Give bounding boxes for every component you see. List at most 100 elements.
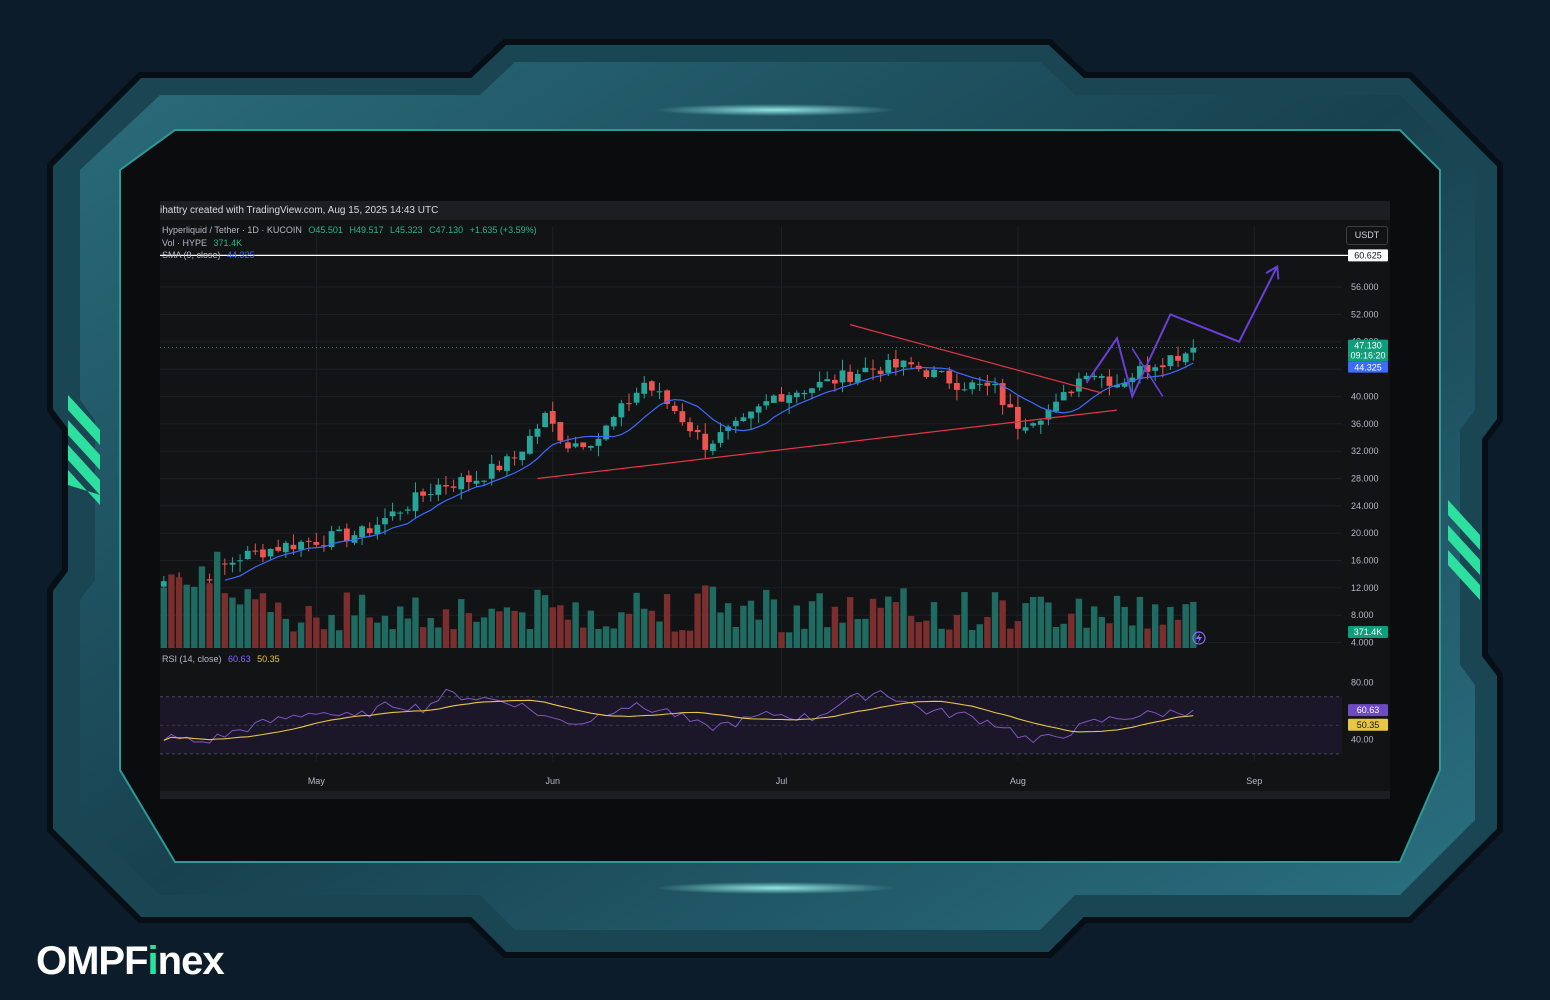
candle-body	[778, 394, 785, 402]
candle-body	[786, 395, 793, 403]
volume-bar	[755, 619, 762, 648]
legend-rsi-label: RSI (14, close)	[162, 654, 222, 664]
volume-bar	[404, 618, 412, 648]
volume-bar	[175, 577, 183, 648]
resistance-badge-text: 60.625	[1354, 250, 1382, 260]
price-chart[interactable]: 56.00052.00048.00044.00040.00036.00032.0…	[160, 201, 1390, 791]
candle-body	[938, 371, 945, 373]
candle-body	[1114, 384, 1120, 388]
volume-bar	[671, 631, 678, 648]
last-price-badge-text: 09:16:20	[1350, 351, 1385, 361]
volume-bar	[724, 603, 732, 648]
volume-bar	[488, 608, 495, 648]
legend-rsi-ma-value: 50.35	[257, 654, 280, 664]
candle-body	[382, 518, 388, 525]
candle-body	[816, 381, 823, 388]
candle-body	[709, 443, 716, 451]
y-tick-label: 52.000	[1351, 309, 1379, 319]
candle-body	[969, 382, 976, 390]
volume-bar	[1098, 616, 1105, 648]
y-tick-label: 16.000	[1351, 556, 1379, 566]
legend-sma-row[interactable]: SMA (9, close) 44.325	[162, 250, 259, 260]
volume-bar	[885, 596, 892, 648]
candle-body	[923, 370, 930, 377]
volume-bar	[717, 612, 724, 648]
volume-bar	[1121, 606, 1128, 648]
candle-body	[1106, 376, 1113, 386]
volume-bar	[824, 627, 831, 648]
candle-body	[282, 542, 289, 553]
candle-body	[580, 442, 587, 448]
candle-body	[427, 494, 434, 496]
candle-body	[831, 379, 838, 384]
volume-bar	[496, 611, 503, 648]
candle-body	[389, 511, 396, 517]
volume-bar	[519, 612, 526, 648]
volume-badge-text: 371.4K	[1354, 627, 1383, 637]
candle-body	[641, 382, 648, 394]
volume-bar	[374, 622, 381, 648]
lightning-icon	[1192, 631, 1206, 645]
volume-bar	[450, 629, 457, 648]
volume-bar	[427, 617, 434, 648]
candle-body	[999, 383, 1006, 406]
candle-body	[717, 432, 724, 443]
candle-body	[664, 390, 671, 405]
candle-body	[671, 405, 678, 412]
volume-bar	[465, 613, 473, 648]
candle-body	[626, 403, 632, 405]
candle-body	[412, 492, 419, 511]
rsi-tick-label: 40.00	[1351, 735, 1374, 745]
frame-stripes-right	[1448, 500, 1480, 600]
candle-body	[343, 528, 350, 542]
volume-bar	[252, 599, 259, 648]
candle-body	[1175, 355, 1181, 361]
volume-bar	[580, 627, 587, 648]
volume-badge-bg	[1348, 626, 1388, 638]
volume-bar	[732, 626, 739, 648]
volume-bar	[1167, 606, 1174, 648]
volume-bar	[389, 629, 396, 648]
volume-bars	[160, 551, 1197, 648]
candle-body	[748, 411, 754, 419]
volume-bar	[846, 597, 854, 648]
volume-bar	[442, 609, 450, 648]
candle-body	[953, 383, 960, 390]
y-tick-label: 8.000	[1351, 610, 1374, 620]
volume-bar	[831, 606, 839, 648]
candle-body	[1182, 353, 1189, 363]
legend-rsi-row[interactable]: RSI (14, close) 60.63 50.35	[162, 654, 284, 664]
volume-bar	[808, 601, 816, 648]
frame-glow-top	[655, 104, 895, 116]
sma-badge-bg	[1348, 361, 1388, 373]
candle-body	[702, 433, 709, 450]
volume-bar	[221, 593, 229, 648]
volume-bar	[793, 605, 800, 648]
candle-body	[313, 542, 320, 545]
volume-bar	[1090, 606, 1098, 648]
candle-body	[801, 392, 808, 395]
volume-bar	[618, 612, 625, 648]
candle-body	[443, 485, 449, 487]
candle-body	[458, 477, 465, 490]
volume-bar	[198, 566, 206, 648]
currency-button[interactable]: USDT	[1346, 226, 1388, 245]
candle-body	[824, 379, 831, 382]
candlesticks	[160, 339, 1197, 601]
projection-arrowhead	[1265, 264, 1280, 280]
candle-body	[961, 389, 968, 391]
candle-body	[633, 392, 640, 403]
x-tick-label: Jul	[776, 776, 788, 786]
volume-bar	[1022, 603, 1029, 648]
candle-body	[1129, 377, 1136, 383]
volume-bar	[305, 606, 312, 648]
candle-body	[725, 426, 732, 431]
volume-bar	[930, 602, 938, 648]
support-trendline	[537, 409, 1118, 480]
legend-low: L45.323	[390, 225, 423, 235]
legend-vol-row[interactable]: Vol · HYPE 371.4K	[162, 238, 246, 248]
volume-bar	[923, 620, 930, 648]
last-price-badge-bg	[1348, 339, 1388, 362]
rsi-ma-badge: 50.35	[1348, 718, 1388, 731]
